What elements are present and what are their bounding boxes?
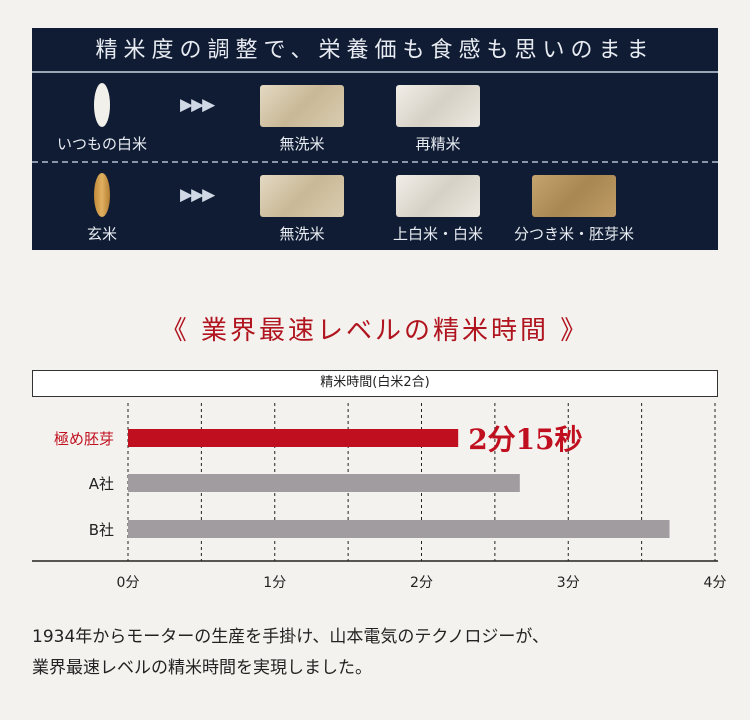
source-label: 玄米 [86, 225, 117, 243]
arrow-icon: ▶▶▶ [180, 185, 215, 205]
white-rice-grain-icon [94, 83, 110, 127]
x-tick-label: 0分 [117, 575, 140, 591]
brown-rice-row: 玄米 ▶▶▶ 無洗米 上白米・白米 分つき米・胚芽米 [32, 165, 718, 253]
rice-polish-panel: 精米度の調整で、栄養価も食感も思いのまま いつもの白米 ▶▶▶ 無洗米 再精米 … [32, 28, 718, 250]
arrow-icon: ▶▶▶ [180, 95, 215, 115]
reseimai-photo [396, 85, 480, 127]
section-heading: 《 業界最速レベルの精米時間 》 [160, 316, 590, 346]
partial-polish-photo [532, 175, 616, 217]
source-label: いつもの白米 [56, 135, 147, 153]
output-label: 分つき米・胚芽米 [513, 225, 634, 243]
category-label: 極め胚芽 [54, 430, 114, 448]
body-line-1: 1934年からモーターの生産を手掛け、山本電気のテクノロジーが、 [32, 627, 550, 647]
category-label: B社 [89, 521, 114, 539]
bar-competitor [128, 520, 670, 538]
musenmai-photo [260, 175, 344, 217]
category-label: A社 [89, 475, 114, 493]
white-rice-photo [396, 175, 480, 217]
bar-highlight [128, 429, 459, 447]
x-tick-label: 2分 [410, 575, 433, 591]
panel-title: 精米度の調整で、栄養価も食感も思いのまま [32, 28, 718, 73]
musenmai-photo [260, 85, 344, 127]
x-tick-label: 4分 [704, 575, 727, 591]
x-tick-label: 1分 [263, 575, 286, 591]
x-tick-label: 3分 [557, 575, 580, 591]
chart-title: 精米時間(白米2合) [32, 370, 718, 397]
white-rice-row: いつもの白米 ▶▶▶ 無洗米 再精米 [32, 75, 718, 163]
brown-rice-grain-icon [94, 173, 110, 217]
body-line-2: 業界最速レベルの精米時間を実現しました。 [32, 658, 372, 678]
output-label: 再精米 [415, 135, 461, 153]
polish-time-chart: 0分 1分 2分 3分 4分 極め胚芽 A社 B社 2分15秒 [32, 403, 727, 591]
output-label: 上白米・白米 [392, 225, 483, 243]
bar-competitor [128, 474, 520, 492]
bar-annotation: 2分15秒 [468, 423, 582, 456]
output-label: 無洗米 [279, 135, 325, 153]
output-label: 無洗米 [279, 225, 325, 243]
